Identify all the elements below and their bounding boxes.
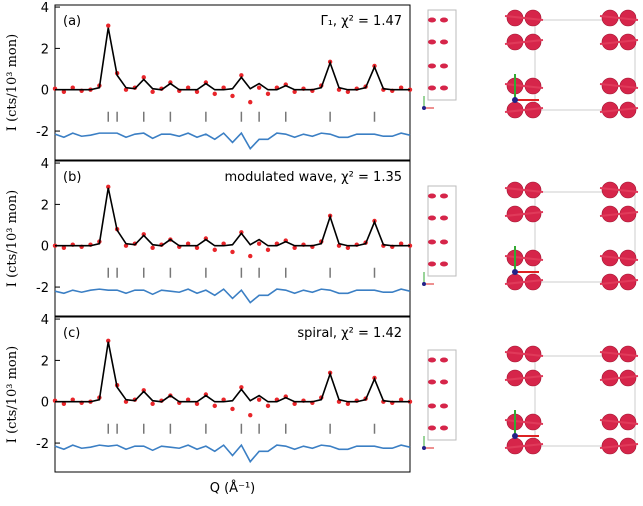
observed-point — [239, 73, 244, 78]
series-line — [54, 131, 411, 150]
observed-point — [256, 241, 262, 246]
observed-point — [185, 85, 191, 90]
observed-point — [398, 397, 404, 402]
observed-point — [265, 91, 271, 97]
observed-point — [239, 385, 244, 390]
structure-top-view — [504, 181, 639, 291]
observed-point — [106, 184, 111, 190]
observed-point — [292, 245, 297, 250]
observed-point — [106, 338, 111, 343]
y-tick-label: 2 — [41, 198, 49, 213]
observed-point — [398, 241, 404, 246]
observed-point — [398, 85, 404, 90]
series-line — [54, 443, 411, 464]
observed-point — [150, 245, 155, 250]
panel-title: modulated wave, χ² = 1.35 — [224, 170, 402, 185]
observed-point — [292, 89, 297, 95]
observed-point — [123, 243, 129, 248]
series-line — [55, 27, 410, 91]
plot-frame — [54, 160, 411, 317]
observed-point — [150, 89, 155, 95]
structure-side-view — [421, 9, 457, 111]
observed-point — [123, 399, 129, 404]
observed-point — [212, 403, 217, 409]
observed-point — [248, 99, 253, 105]
y-tick-label: 4 — [41, 313, 49, 328]
observed-point — [256, 397, 262, 402]
observed-point — [194, 245, 200, 250]
observed-point — [221, 241, 226, 246]
y-tick-label: 2 — [41, 42, 49, 57]
y-tick-label: -2 — [36, 281, 49, 296]
observed-point — [345, 89, 351, 95]
y-axis-label: I (cts/10³ mon) — [5, 346, 20, 443]
observed-point — [61, 89, 67, 95]
y-tick-label: 0 — [41, 396, 49, 411]
panel-label: (b) — [63, 170, 81, 185]
structure-side-view — [421, 349, 457, 451]
series-line — [54, 288, 411, 304]
panel-label: (c) — [63, 326, 80, 341]
y-tick-label: 2 — [41, 354, 49, 369]
observed-point — [61, 245, 67, 250]
series-line — [55, 341, 410, 403]
observed-point — [265, 403, 271, 409]
y-axis-label: I (cts/10³ mon) — [5, 190, 20, 287]
panel-label: (a) — [63, 14, 81, 29]
observed-point — [248, 253, 253, 259]
observed-point — [345, 245, 351, 250]
observed-point — [230, 406, 235, 412]
observed-point — [194, 89, 200, 95]
y-tick-label: 4 — [41, 1, 49, 16]
observed-point — [123, 87, 129, 92]
observed-point — [150, 401, 155, 406]
observed-point — [292, 401, 297, 406]
observed-point — [345, 401, 351, 406]
y-tick-label: 0 — [41, 240, 49, 255]
observed-point — [265, 247, 271, 253]
observed-point — [221, 85, 226, 90]
observed-point — [141, 75, 146, 80]
panel-title: Γ₁, χ² = 1.47 — [320, 14, 402, 29]
observed-point — [230, 93, 235, 99]
structure-side-view — [421, 185, 457, 287]
observed-point — [185, 241, 191, 246]
y-axis-label: I (cts/10³ mon) — [5, 34, 20, 131]
x-axis-label: Q (Å⁻¹) — [210, 480, 255, 496]
plot-frame — [54, 316, 411, 473]
structure-top-view — [504, 9, 639, 119]
observed-point — [185, 397, 191, 402]
plot-frame — [54, 4, 411, 161]
panel-title: spiral, χ² = 1.42 — [297, 326, 402, 341]
observed-point — [70, 397, 75, 402]
observed-point — [61, 401, 67, 406]
observed-point — [194, 401, 200, 406]
observed-point — [212, 91, 217, 97]
observed-point — [106, 23, 111, 28]
y-tick-label: 4 — [41, 157, 49, 172]
y-tick-label: -2 — [36, 437, 49, 452]
y-tick-label: -2 — [36, 125, 49, 140]
observed-point — [248, 412, 253, 418]
observed-point — [230, 249, 235, 255]
structure-top-view — [504, 345, 639, 455]
observed-point — [221, 397, 226, 402]
observed-point — [212, 247, 217, 253]
observed-point — [70, 85, 75, 90]
y-tick-label: 0 — [41, 84, 49, 99]
observed-point — [256, 85, 262, 90]
series-line — [55, 187, 410, 247]
